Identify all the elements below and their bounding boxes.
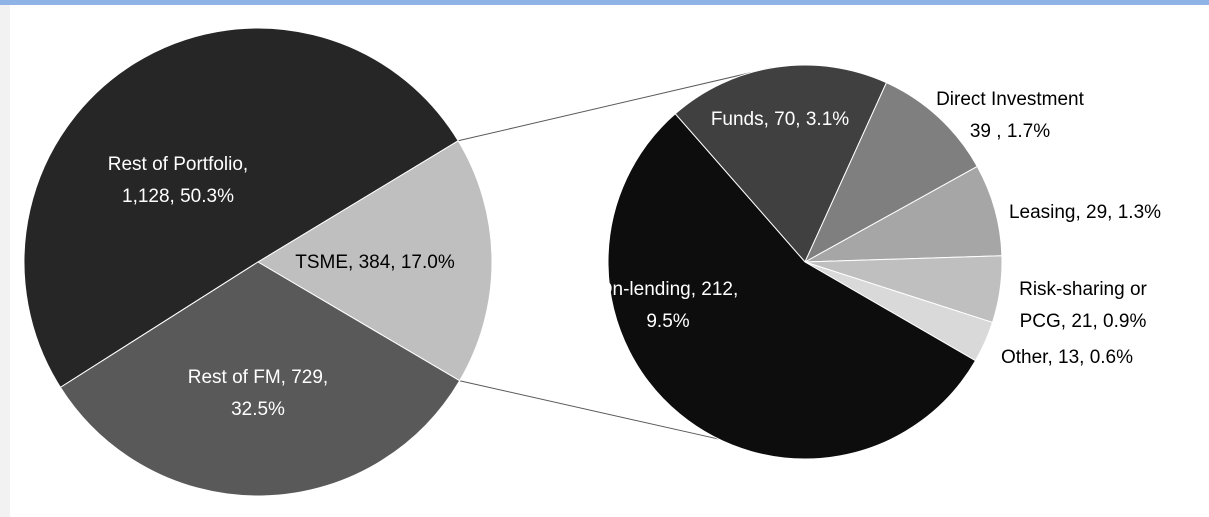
slice-label: Direct Investment	[936, 89, 1085, 110]
slice-label: Rest of FM, 729,	[188, 367, 328, 388]
pie-slice	[803, 81, 978, 264]
slice-label: PCG, 21, 0.9%	[1020, 311, 1147, 332]
connector-line	[458, 67, 771, 142]
left-strip	[0, 0, 10, 517]
pie-slice	[674, 64, 888, 263]
slice-label: Funds, 70, 3.1%	[711, 109, 849, 130]
slice-label: Risk-sharing or	[1019, 279, 1147, 300]
slice-label: On-lending, 212,	[598, 279, 739, 300]
slice-label: 1,128, 50.3%	[122, 186, 234, 207]
slice-label: 39 , 1.7%	[970, 121, 1050, 142]
slice-label: Other, 13, 0.6%	[1001, 347, 1133, 368]
slice-label: Leasing, 29, 1.3%	[1009, 202, 1161, 223]
pie-slice	[607, 113, 977, 460]
pie-slice	[59, 261, 461, 497]
slice-label: 32.5%	[231, 399, 285, 420]
pie-slice	[23, 27, 459, 389]
pie-slice	[257, 140, 493, 382]
slice-label: 9.5%	[646, 311, 689, 332]
connectors	[458, 67, 771, 440]
connector-line	[459, 380, 719, 440]
slice-label: TSME, 384, 17.0%	[295, 252, 455, 273]
top-bar	[0, 0, 1209, 5]
slice-label: Rest of Portfolio,	[108, 154, 248, 175]
